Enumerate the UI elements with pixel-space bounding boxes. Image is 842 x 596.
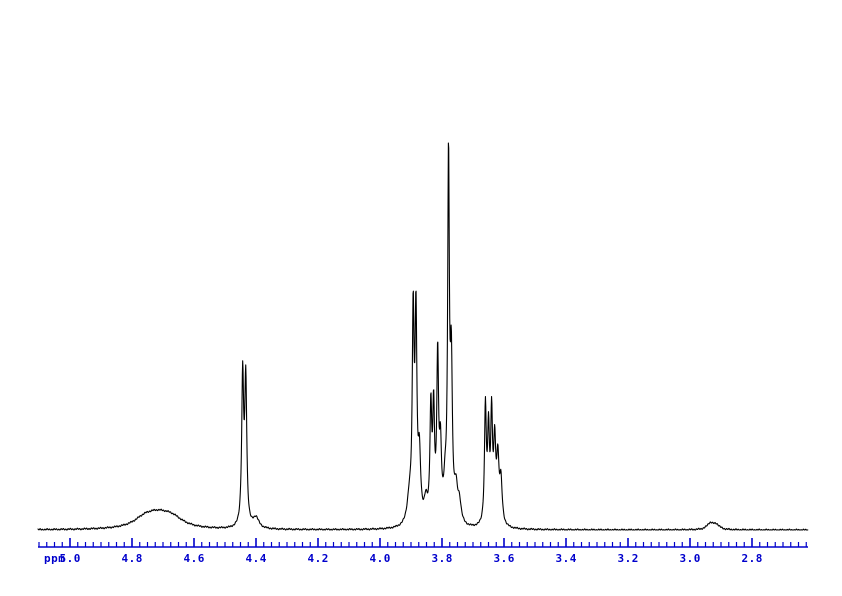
axis-tick-label-3-4: 3.4 — [555, 552, 577, 565]
axis-tick-label-4-8: 4.8 — [121, 552, 143, 565]
axis-tick-label-2-8: 2.8 — [741, 552, 763, 565]
spectrum-trace — [37, 142, 809, 531]
ppm-axis — [38, 538, 808, 548]
axis-unit-label: ppm — [44, 552, 66, 565]
axis-tick-label-5-0: 5.0 — [59, 552, 81, 565]
axis-tick-label-3-8: 3.8 — [431, 552, 453, 565]
axis-tick-label-4-2: 4.2 — [307, 552, 329, 565]
axis-tick-label-4-0: 4.0 — [369, 552, 391, 565]
axis-tick-label-3-0: 3.0 — [679, 552, 701, 565]
axis-tick-label-3-6: 3.6 — [493, 552, 515, 565]
axis-tick-label-4-4: 4.4 — [245, 552, 267, 565]
axis-tick-label-3-2: 3.2 — [617, 552, 639, 565]
axis-tick-label-4-6: 4.6 — [183, 552, 205, 565]
